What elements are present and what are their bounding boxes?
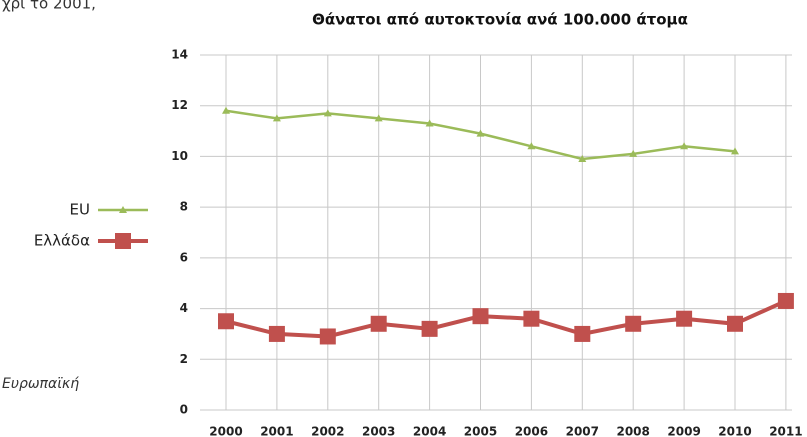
marker [574, 325, 591, 342]
marker [527, 142, 536, 150]
y-tick-label: 10 [171, 149, 188, 163]
x-tick-label: 2008 [616, 425, 649, 437]
y-tick-label: 12 [171, 98, 188, 112]
x-tick-label: 2002 [311, 425, 344, 437]
marker [777, 292, 794, 309]
x-tick-label: 2004 [413, 425, 446, 437]
marker [222, 106, 230, 114]
x-tick-label: 2001 [260, 425, 293, 437]
marker [272, 114, 281, 122]
y-tick-label: 4 [180, 301, 188, 315]
y-tick-label: 2 [180, 352, 188, 366]
text-fragment: Ευρωπαϊκή [2, 376, 79, 392]
x-tick-label: 2009 [667, 425, 700, 437]
marker [374, 114, 383, 122]
legend-label: EU [70, 201, 90, 219]
x-tick-label: 2006 [515, 425, 548, 437]
legend-label: Ελλάδα [34, 232, 90, 250]
y-tick-label: 6 [180, 250, 188, 264]
marker [319, 328, 336, 345]
marker [680, 142, 689, 150]
marker [578, 154, 587, 162]
x-tick-label: 2010 [718, 425, 751, 437]
x-tick-label: 2007 [566, 425, 599, 437]
text-fragment: χρι το 2001, [2, 0, 96, 13]
marker [476, 129, 485, 137]
marker [323, 109, 332, 117]
marker [523, 310, 540, 327]
x-tick-label: 2005 [464, 425, 497, 437]
x-tick-label: 2000 [209, 425, 242, 437]
y-tick-label: 8 [180, 200, 188, 214]
x-tick-label: 2011 [769, 425, 802, 437]
marker [731, 147, 739, 155]
marker [676, 310, 693, 327]
marker [119, 206, 127, 213]
y-tick-label: 14 [171, 48, 188, 62]
marker [727, 315, 743, 332]
marker [421, 320, 438, 337]
marker [115, 233, 131, 249]
chart-title: Θάνατοι από αυτοκτονία ανά 100.000 άτομα [312, 11, 688, 29]
x-tick-label: 2003 [362, 425, 395, 437]
marker [268, 325, 285, 342]
marker [425, 119, 434, 127]
marker [218, 313, 234, 330]
series-line [225, 299, 787, 339]
marker [370, 315, 387, 332]
marker [629, 149, 638, 157]
marker [625, 315, 642, 332]
marker [472, 308, 489, 325]
y-tick-label: 0 [180, 403, 188, 417]
